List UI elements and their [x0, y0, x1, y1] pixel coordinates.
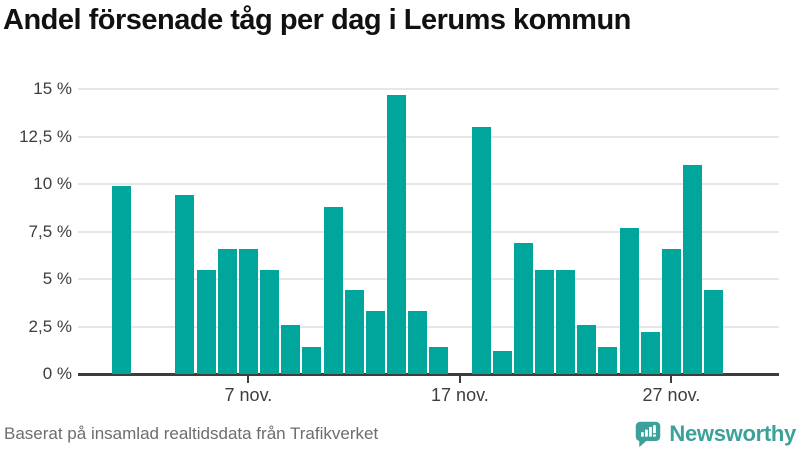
- bar: [323, 206, 343, 374]
- source-attribution: Baserat på insamlad realtidsdata från Tr…: [4, 424, 379, 443]
- bar: [365, 311, 385, 374]
- bar: [196, 269, 216, 374]
- y-axis-tick-label: 2,5 %: [28, 316, 72, 336]
- y-axis-tick-label: 7,5 %: [28, 221, 72, 241]
- bar: [598, 347, 618, 374]
- y-axis-tick-label: 10 %: [33, 174, 72, 193]
- bar: [577, 324, 597, 374]
- bar: [112, 185, 131, 374]
- y-axis-tick-label: 12,5 %: [19, 126, 72, 146]
- x-axis-tick-mark: [670, 376, 673, 383]
- x-axis-tick-mark: [247, 376, 250, 383]
- bar: [556, 269, 576, 374]
- bar: [535, 269, 554, 374]
- chart-title: Andel försenade tåg per dag i Lerums kom…: [3, 4, 631, 36]
- gridline: [78, 230, 779, 233]
- newsworthy-logo-text: Newsworthy: [669, 421, 796, 446]
- bar: [344, 290, 364, 374]
- bar: [471, 127, 491, 374]
- bar: [260, 269, 280, 374]
- y-axis-tick-label: 0 %: [42, 364, 72, 383]
- bar: [217, 248, 237, 374]
- bar: [704, 290, 724, 374]
- y-axis-tick-label: 15 %: [33, 79, 72, 98]
- bar: [281, 324, 301, 374]
- x-axis-line: [78, 373, 779, 376]
- bar: [492, 351, 512, 374]
- bar: [619, 227, 639, 374]
- y-axis-tick-label: 5 %: [42, 269, 72, 288]
- bar: [661, 248, 681, 374]
- bar: [302, 347, 322, 374]
- x-axis-tick-mark: [458, 376, 461, 383]
- bar: [513, 242, 533, 374]
- footer: Baserat på insamlad realtidsdata från Tr…: [0, 420, 800, 448]
- bar: [429, 347, 449, 374]
- bar: [175, 195, 195, 374]
- newsworthy-logo-icon: [636, 421, 661, 448]
- bar: [408, 311, 428, 374]
- gridline: [78, 278, 779, 280]
- bar: [238, 248, 258, 374]
- x-axis-tick-label: 27 nov.: [642, 385, 701, 405]
- x-axis-tick-label: 17 nov.: [431, 385, 489, 405]
- gridline: [78, 135, 779, 138]
- bar: [683, 165, 703, 374]
- x-axis-tick-label: 7 nov.: [224, 385, 273, 405]
- gridline: [78, 325, 779, 328]
- gridline: [78, 88, 779, 90]
- newsworthy-logo: Newsworthy: [634, 420, 796, 448]
- bar: [640, 332, 660, 374]
- gridline: [78, 183, 779, 185]
- bar: [386, 94, 406, 374]
